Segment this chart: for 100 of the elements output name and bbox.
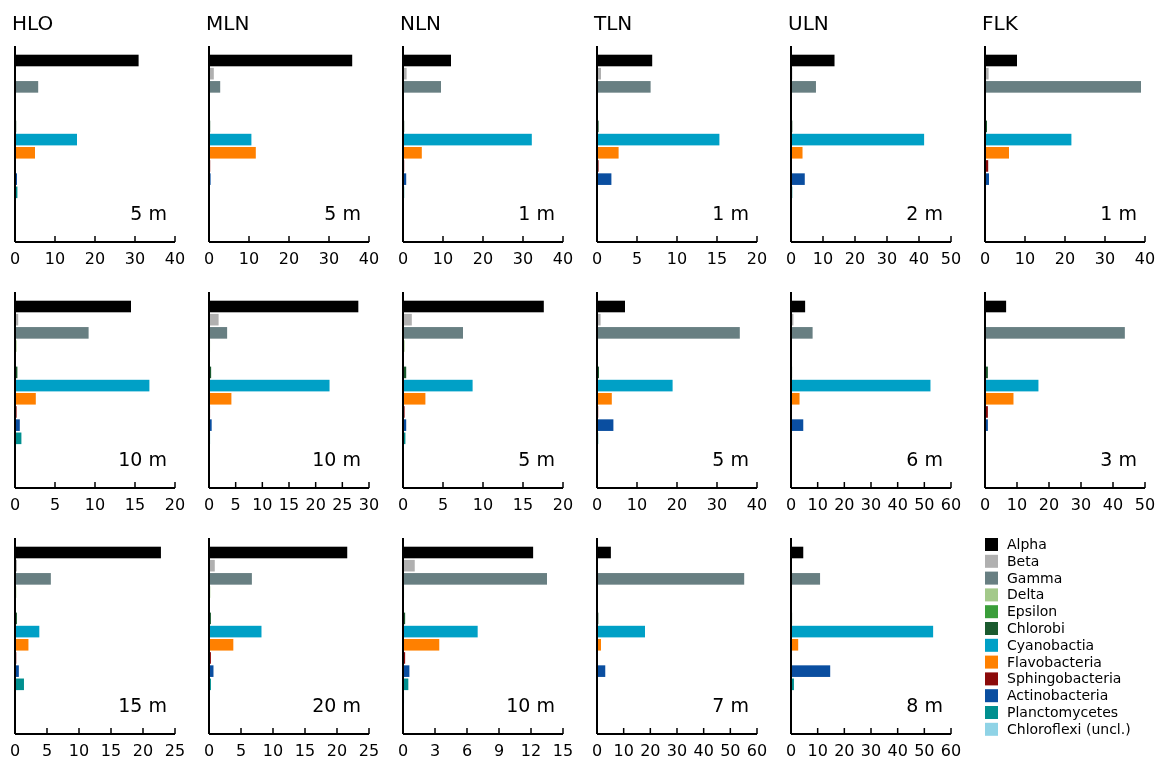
x-tick-label: 0 — [979, 495, 991, 514]
x-tick-label: 40 — [358, 249, 380, 268]
x-tick-label: 60 — [940, 495, 962, 514]
annotation: 5 m — [712, 448, 749, 470]
x-tick-label: 10 — [807, 495, 828, 514]
x-tick-label: 30 — [318, 249, 340, 268]
x-tick-label: 0 — [397, 495, 409, 514]
x-tick-label: 40 — [1102, 495, 1124, 514]
x-tick-label: 10 — [807, 741, 828, 760]
x-tick-label: 40 — [693, 741, 714, 760]
x-tick-label: 25 — [358, 741, 380, 760]
x-tick-label: 5 — [49, 495, 61, 514]
legend-label: Cyanobactia — [1007, 636, 1095, 653]
x-tick-label: 30 — [876, 249, 898, 268]
x-tick-label: 20 — [1038, 495, 1060, 514]
x-tick-label: 20 — [746, 249, 768, 268]
x-tick-label: 20 — [666, 495, 688, 514]
x-tick-label: 20 — [326, 741, 348, 760]
x-tick-label: 10 — [84, 495, 106, 514]
x-tick-label: 30 — [358, 495, 380, 514]
x-tick-label: 20 — [844, 249, 866, 268]
legend-label: Flavobacteria — [1007, 653, 1102, 670]
x-tick-label: 10 — [472, 495, 494, 514]
x-tick-label: 20 — [640, 741, 661, 760]
legend-label: Delta — [1007, 586, 1045, 603]
x-tick-label: 10 — [613, 741, 634, 760]
x-tick-label: 30 — [124, 249, 146, 268]
x-tick-label: 20 — [1054, 249, 1076, 268]
x-tick-label: 20 — [472, 249, 494, 268]
x-tick-label: 10 — [68, 741, 90, 760]
x-tick-label: 10 — [812, 249, 834, 268]
x-tick-label: 50 — [720, 741, 741, 760]
x-tick-label: 50 — [914, 495, 935, 514]
annotation: 7 m — [712, 694, 749, 716]
x-tick-label: 25 — [332, 495, 353, 514]
x-tick-label: 10 — [626, 495, 648, 514]
x-tick-label: 50 — [914, 741, 935, 760]
annotation: 1 m — [1100, 202, 1137, 224]
x-tick-label: 15 — [278, 495, 300, 514]
x-tick-label: 40 — [164, 249, 186, 268]
annotation: 2 m — [906, 202, 943, 224]
x-tick-label: 30 — [1070, 495, 1092, 514]
x-tick-label: 20 — [278, 249, 300, 268]
x-tick-label: 20 — [834, 741, 855, 760]
x-tick-label: 0 — [9, 495, 21, 514]
annotation: 10 m — [118, 448, 167, 470]
x-tick-label: 0 — [397, 741, 409, 760]
x-tick-label: 5 — [41, 741, 53, 760]
x-tick-label: 15 — [706, 249, 728, 268]
x-tick-label: 10 — [432, 249, 454, 268]
x-tick-label: 0 — [203, 741, 215, 760]
chart-title: NLN — [400, 11, 442, 35]
legend-label: Beta — [1007, 552, 1040, 569]
chart-title: TLN — [593, 11, 633, 35]
x-tick-label: 40 — [552, 249, 574, 268]
x-tick-label: 0 — [591, 741, 603, 760]
x-tick-label: 5 — [235, 741, 247, 760]
x-tick-label: 20 — [164, 495, 186, 514]
x-tick-label: 60 — [940, 741, 962, 760]
x-tick-label: 0 — [591, 495, 603, 514]
x-tick-label: 40 — [746, 495, 768, 514]
annotation: 3 m — [1100, 448, 1137, 470]
annotation: 10 m — [312, 448, 361, 470]
x-tick-label: 30 — [1094, 249, 1116, 268]
x-tick-label: 15 — [100, 741, 122, 760]
x-tick-label: 0 — [397, 249, 409, 268]
chart-title: HLO — [12, 11, 54, 35]
x-tick-label: 10 — [666, 249, 688, 268]
legend-label: Epsilon — [1007, 603, 1058, 620]
x-tick-label: 10 — [1006, 495, 1028, 514]
x-tick-label: 40 — [887, 741, 908, 760]
annotation: 8 m — [906, 694, 943, 716]
annotation: 5 m — [518, 448, 555, 470]
x-tick-label: 15 — [124, 495, 146, 514]
annotation: 5 m — [130, 202, 167, 224]
x-tick-label: 50 — [1134, 495, 1156, 514]
x-tick-label: 5 — [437, 495, 449, 514]
legend-label: Chloroflexi (uncl.) — [1007, 720, 1131, 737]
x-tick-label: 6 — [461, 741, 473, 760]
x-tick-label: 30 — [860, 495, 882, 514]
x-tick-label: 0 — [591, 249, 603, 268]
x-tick-label: 12 — [520, 741, 542, 760]
legend-label: Sphingobacteria — [1007, 670, 1122, 687]
x-tick-label: 0 — [785, 495, 797, 514]
x-tick-label: 0 — [203, 495, 215, 514]
legend-label: Alpha — [1007, 536, 1047, 552]
x-tick-label: 0 — [9, 741, 21, 760]
legend-label: Planctomycetes — [1007, 704, 1119, 720]
x-tick-label: 20 — [84, 249, 106, 268]
annotation: 15 m — [118, 694, 167, 716]
x-tick-label: 40 — [887, 495, 908, 514]
chart-title: FLK — [982, 11, 1019, 35]
chart-title: ULN — [788, 11, 829, 35]
x-tick-label: 0 — [785, 249, 797, 268]
x-tick-label: 30 — [666, 741, 688, 760]
annotation: 10 m — [506, 694, 555, 716]
x-tick-label: 15 — [552, 741, 574, 760]
x-tick-label: 0 — [785, 741, 797, 760]
x-tick-label: 20 — [305, 495, 326, 514]
legend-label: Actinobacteria — [1007, 687, 1109, 704]
